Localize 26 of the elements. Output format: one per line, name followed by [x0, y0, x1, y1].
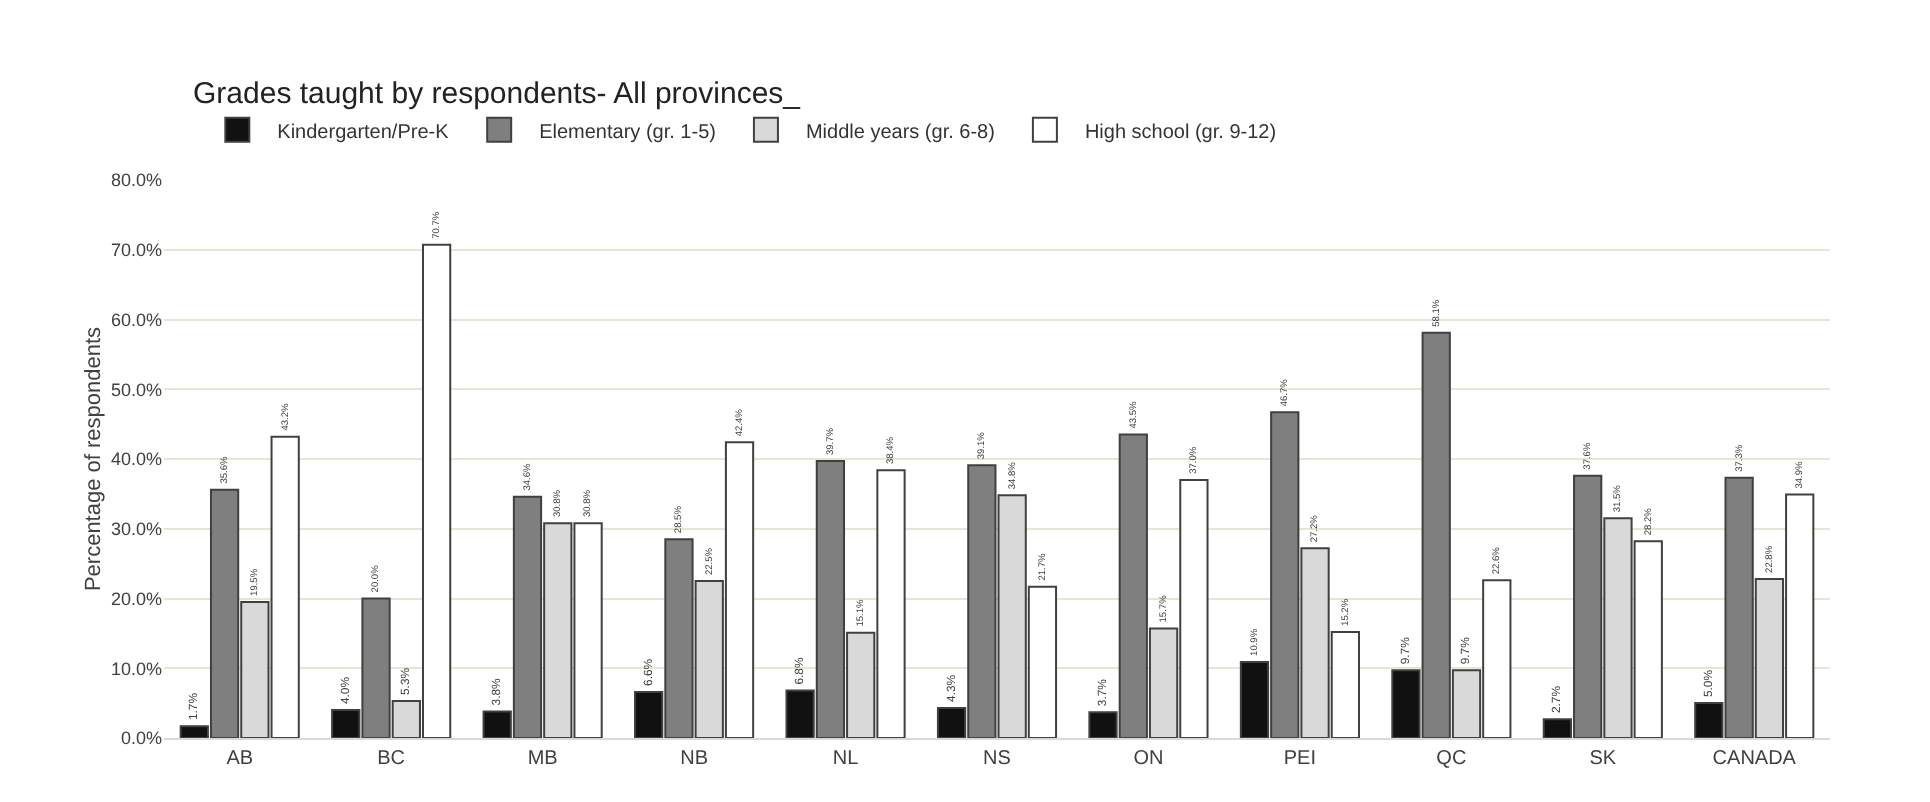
y-tick-label: 40.0%	[110, 449, 162, 470]
chart-title: Grades taught by respondents- All provinces_	[193, 76, 802, 111]
x-tick-label: NL	[832, 748, 860, 770]
y-tick-label: 20.0%	[110, 588, 162, 609]
y-tick-label: 0.0%	[120, 728, 162, 749]
y-tick-label: 10.0%	[110, 658, 162, 679]
y-axis-title: Percentage of respondents	[82, 325, 106, 592]
y-tick-label: 30.0%	[110, 519, 162, 540]
y-tick-label: 80.0%	[110, 170, 162, 191]
y-tick-label: 70.0%	[110, 240, 162, 261]
x-tick-label: MB	[527, 748, 559, 770]
legend-label: High school (gr. 9-12)	[1084, 121, 1277, 144]
x-tick-label: PEI	[1283, 748, 1317, 770]
x-tick-label: AB	[226, 748, 254, 770]
legend-label: Elementary (gr. 1-5)	[539, 121, 716, 144]
legend-label: Middle years (gr. 6-8)	[805, 121, 995, 144]
y-tick-label: 50.0%	[110, 379, 162, 400]
x-tick-label: BC	[377, 748, 406, 770]
x-tick-label: CANADA	[1712, 748, 1797, 770]
legend-label: Kindergarten/Pre-K	[277, 121, 450, 144]
x-tick-label: QC	[1436, 748, 1467, 770]
x-tick-label: NS	[983, 748, 1012, 770]
y-tick-label: 60.0%	[110, 309, 162, 330]
x-tick-label: SK	[1589, 748, 1617, 770]
x-tick-label: ON	[1133, 748, 1164, 770]
x-tick-label: NB	[680, 748, 709, 770]
